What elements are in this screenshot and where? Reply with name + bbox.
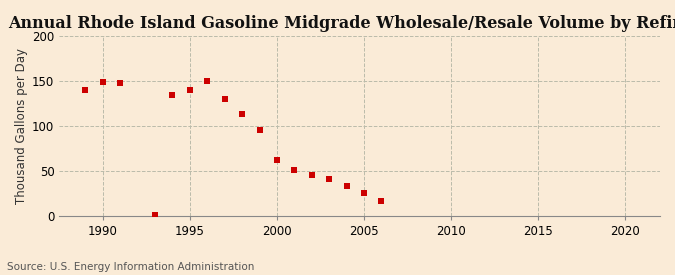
Point	[358, 190, 369, 195]
Title: Annual Rhode Island Gasoline Midgrade Wholesale/Resale Volume by Refiners: Annual Rhode Island Gasoline Midgrade Wh…	[8, 15, 675, 32]
Point	[376, 199, 387, 203]
Point	[341, 184, 352, 189]
Text: Source: U.S. Energy Information Administration: Source: U.S. Energy Information Administ…	[7, 262, 254, 272]
Point	[202, 79, 213, 83]
Y-axis label: Thousand Gallons per Day: Thousand Gallons per Day	[15, 48, 28, 204]
Point	[219, 97, 230, 101]
Point	[306, 172, 317, 177]
Point	[237, 112, 248, 117]
Point	[80, 88, 91, 92]
Point	[167, 92, 178, 97]
Point	[150, 213, 161, 217]
Point	[324, 177, 335, 181]
Point	[271, 158, 282, 163]
Point	[115, 81, 126, 85]
Point	[184, 88, 195, 92]
Point	[254, 128, 265, 132]
Point	[97, 80, 108, 84]
Point	[289, 168, 300, 172]
